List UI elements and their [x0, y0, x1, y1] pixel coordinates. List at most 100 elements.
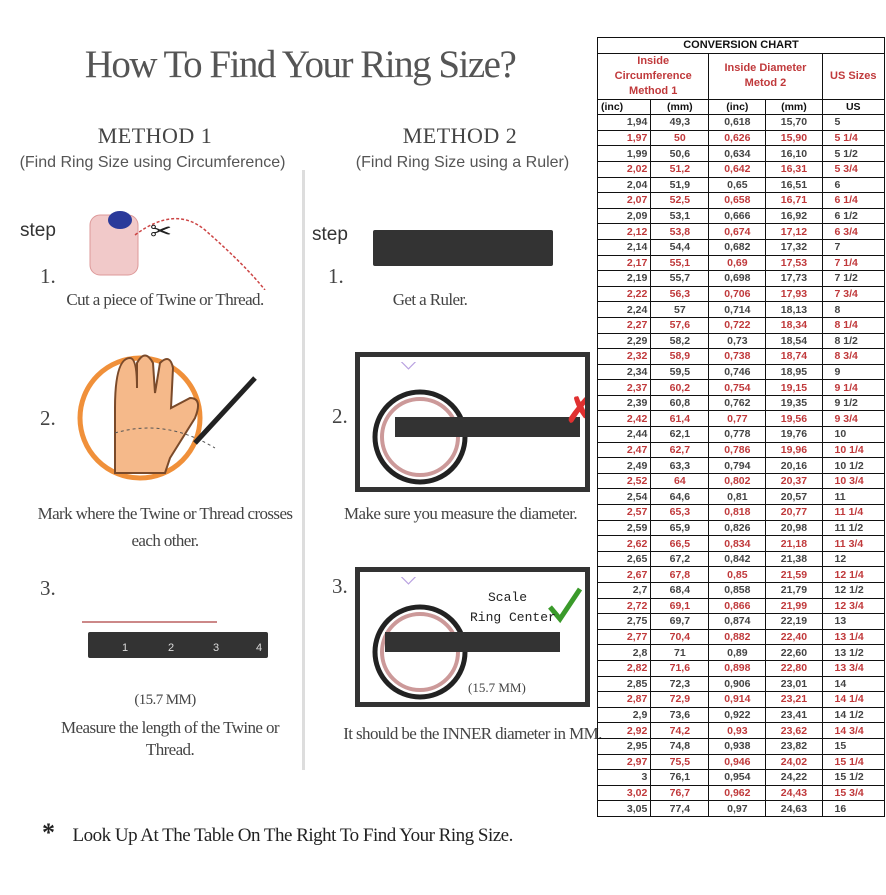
table-cell: 0,802 — [708, 472, 767, 490]
table-cell: 7 — [821, 238, 886, 256]
table-cell: 2,44 — [596, 426, 652, 443]
table-cell: 16,31 — [765, 160, 823, 178]
table-cell: 55,1 — [650, 254, 710, 272]
table-cell: 2,9 — [596, 706, 652, 724]
table-cell: 11 1/2 — [821, 519, 886, 537]
table-cell: 19,35 — [765, 394, 823, 412]
table-cell: 2,8 — [596, 644, 652, 661]
table-cell: 0,698 — [708, 270, 767, 287]
table-cell: 6 1/4 — [821, 192, 886, 209]
table-cell: 13 1/4 — [821, 628, 886, 646]
table-cell: 0,778 — [708, 426, 767, 443]
table-title: CONVERSION CHART — [597, 37, 885, 54]
table-cell: 2,87 — [596, 691, 652, 708]
table-cell: 61,4 — [650, 410, 710, 428]
table-cell: 2,24 — [596, 301, 652, 318]
table-cell: 72,9 — [650, 691, 710, 708]
ruler-icon — [373, 230, 553, 266]
table-cell: 2,42 — [596, 410, 652, 428]
table-row: 2,17 55,1 0,69 17,53 7 1/4 — [596, 254, 886, 272]
table-cell: 2,52 — [596, 472, 652, 490]
table-cell: 0,906 — [708, 675, 767, 693]
table-cell: 18,13 — [765, 301, 823, 318]
table-cell: 1,94 — [596, 114, 652, 131]
table-cell: 0,962 — [708, 784, 767, 802]
ring-center-label: Ring Center — [470, 610, 556, 625]
table-cell: 20,98 — [765, 519, 823, 537]
table-cell: 0,97 — [708, 800, 767, 817]
table-cell: 76,7 — [650, 784, 710, 802]
table-cell: 17,73 — [765, 270, 823, 287]
table-cell: 66,5 — [650, 535, 710, 552]
twine-spool-icon: ✂ — [89, 211, 266, 290]
table-cell: 2,95 — [596, 737, 652, 755]
method1-step3-number: 3. — [40, 576, 56, 600]
table-cell: 0,794 — [708, 457, 767, 474]
table-cell: 11 3/4 — [821, 535, 886, 552]
table-cell: 22,60 — [765, 644, 823, 661]
header-diameter: Inside Diameter Metod 2 — [708, 52, 823, 100]
table-cell: 67,2 — [650, 550, 710, 568]
table-cell: 65,3 — [650, 504, 710, 521]
method1-subheading: (Find Ring Size using Circumference) — [19, 154, 286, 171]
scissors-icon: ✂ — [150, 217, 172, 246]
table-cell: 64,6 — [650, 488, 710, 506]
table-row: 2,97 75,5 0,946 24,02 15 1/4 — [596, 753, 886, 771]
method1-step1-text: Cut a piece of Twine or Thread. — [66, 290, 264, 309]
table-cell: 22,80 — [765, 659, 823, 677]
table-cell: 51,2 — [650, 160, 710, 178]
table-cell: 2,39 — [596, 394, 652, 412]
table-cell: 13 1/2 — [821, 644, 886, 661]
table-cell: 5 — [821, 114, 886, 131]
table-cell: 77,4 — [650, 800, 710, 817]
table-row: 3 76,1 0,954 24,22 15 1/2 — [596, 769, 886, 786]
table-cell: 0,674 — [708, 223, 767, 240]
method2-step-label: step — [312, 224, 348, 245]
table-cell: 19,76 — [765, 426, 823, 443]
table-cell: 12 1/4 — [821, 566, 886, 583]
table-row: 2,04 51,9 0,65 16,51 6 — [596, 176, 886, 194]
table-cell: 0,89 — [708, 644, 767, 661]
table-cell: 5 1/4 — [821, 129, 886, 147]
table-cell: 7 1/4 — [821, 254, 886, 272]
table-row: 2,49 63,3 0,794 20,16 10 1/2 — [596, 457, 886, 474]
table-cell: 8 1/4 — [821, 316, 886, 334]
table-row: 1,94 49,3 0,618 15,70 5 — [596, 114, 886, 131]
table-cell: 0,85 — [708, 566, 767, 583]
ring-measure-correct-panel: ◇ Scale Ring Center (15.7 MM) — [355, 567, 590, 707]
ruler-icon: 1 2 3 4 — [88, 632, 268, 658]
table-cell: 51,9 — [650, 176, 710, 194]
unit-header: (inc) — [708, 98, 767, 116]
table-row: 2,12 53,8 0,674 17,12 6 3/4 — [596, 223, 886, 240]
table-row: 2,77 70,4 0,882 22,40 13 1/4 — [596, 628, 886, 646]
svg-text:◇: ◇ — [400, 362, 417, 372]
table-cell: 0,866 — [708, 597, 767, 615]
table-cell: 23,21 — [765, 691, 823, 708]
table-cell: 2,12 — [596, 223, 652, 240]
footnote: * Look Up At The Table On The Right To Fi… — [42, 818, 513, 848]
table-row: 2,07 52,5 0,658 16,71 6 1/4 — [596, 192, 886, 209]
table-cell: 15 1/2 — [821, 769, 886, 786]
table-cell: 0,69 — [708, 254, 767, 272]
method2-step3-number: 3. — [332, 574, 348, 598]
table-cell: 0,626 — [708, 129, 767, 147]
table-row: 2,22 56,3 0,706 17,93 7 3/4 — [596, 285, 886, 303]
table-cell: 1,97 — [596, 129, 652, 147]
table-cell: 71,6 — [650, 659, 710, 677]
table-row: 2,34 59,5 0,746 18,95 9 — [596, 363, 886, 381]
table-cell: 8 3/4 — [821, 348, 886, 365]
table-cell: 17,32 — [765, 238, 823, 256]
table-cell: 0,762 — [708, 394, 767, 412]
table-cell: 9 1/2 — [821, 394, 886, 412]
table-cell: 65,9 — [650, 519, 710, 537]
table-row: 2,52 64 0,802 20,37 10 3/4 — [596, 472, 886, 490]
table-cell: 23,82 — [765, 737, 823, 755]
table-cell: 0,914 — [708, 691, 767, 708]
table-cell: 0,634 — [708, 145, 767, 162]
svg-text:◇: ◇ — [400, 577, 417, 587]
table-row: 2,39 60,8 0,762 19,35 9 1/2 — [596, 394, 886, 412]
table-cell: 23,62 — [765, 722, 823, 739]
table-cell: 10 1/4 — [821, 441, 886, 459]
table-cell: 72,3 — [650, 675, 710, 693]
table-cell: 2,09 — [596, 207, 652, 225]
